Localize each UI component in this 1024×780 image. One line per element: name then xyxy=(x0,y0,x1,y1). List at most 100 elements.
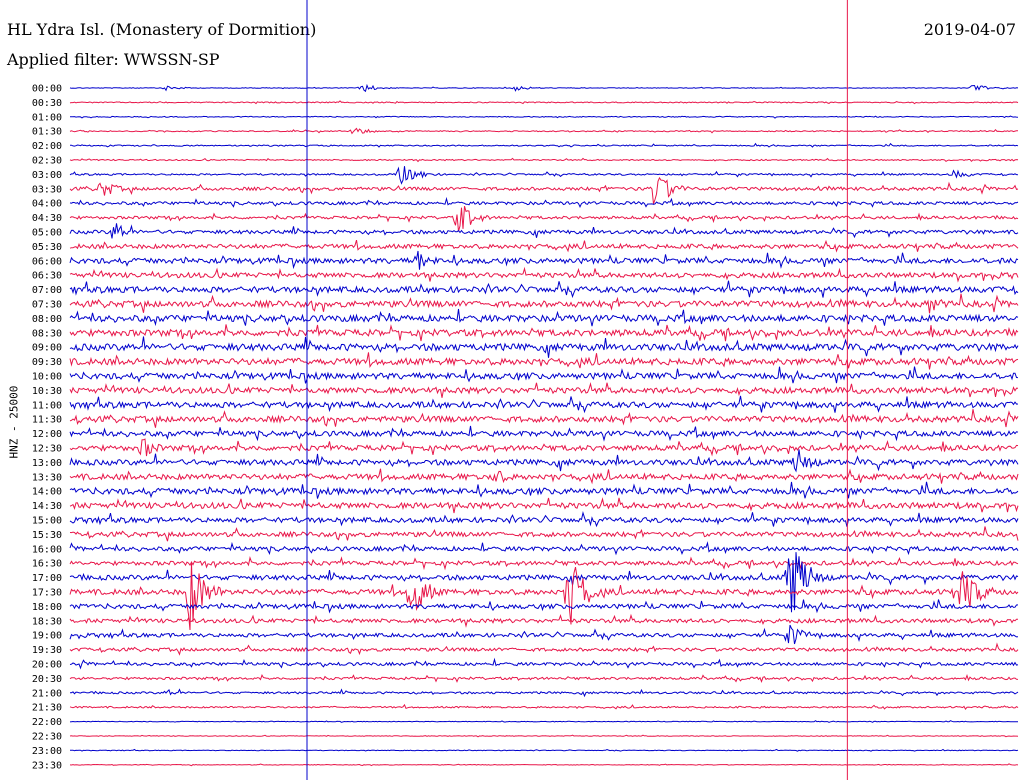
row-time-label: 20:00 xyxy=(32,660,62,671)
trace-row xyxy=(69,599,1019,614)
trace-row xyxy=(69,157,1019,163)
trace-row xyxy=(69,381,1019,398)
row-time-label: 02:00 xyxy=(32,141,62,152)
row-time-label: 04:30 xyxy=(32,213,62,224)
row-time-label: 17:00 xyxy=(32,573,62,584)
row-time-label: 21:00 xyxy=(32,688,62,699)
trace-row xyxy=(69,555,1019,571)
date-label: 2019-04-07 xyxy=(923,20,1016,39)
row-time-label: 08:00 xyxy=(32,314,62,325)
trace-row xyxy=(69,673,1019,684)
trace-row xyxy=(69,613,1018,628)
trace-row xyxy=(69,239,1019,253)
row-time-label: 19:00 xyxy=(32,631,62,642)
filter-subtitle: Applied filter: WWSSN-SP xyxy=(7,50,220,69)
row-time-label: 22:30 xyxy=(32,732,62,743)
row-time-label: 23:30 xyxy=(32,760,62,771)
row-time-label: 03:00 xyxy=(32,170,62,181)
row-time-label: 14:30 xyxy=(32,501,62,512)
row-time-label: 06:00 xyxy=(32,256,62,267)
trace-row xyxy=(69,526,1019,542)
trace-row xyxy=(69,308,1019,327)
trace-row xyxy=(69,497,1019,514)
row-time-label: 06:30 xyxy=(32,271,62,282)
row-time-label: 15:30 xyxy=(32,530,62,541)
row-time-label: 21:30 xyxy=(32,703,62,714)
trace-row xyxy=(69,438,1019,457)
trace-row xyxy=(69,166,1019,185)
trace-row xyxy=(69,734,1019,738)
row-time-label: 07:30 xyxy=(32,300,62,311)
row-time-label: 02:30 xyxy=(32,156,62,167)
row-time-label: 09:30 xyxy=(32,357,62,368)
row-time-label: 01:00 xyxy=(32,112,62,123)
row-time-label: 13:30 xyxy=(32,472,62,483)
trace-row xyxy=(69,409,1019,428)
trace-row xyxy=(69,176,1019,205)
row-time-label: 07:00 xyxy=(32,285,62,296)
row-time-label: 19:30 xyxy=(32,645,62,656)
trace-row xyxy=(69,205,1019,232)
trace-row xyxy=(69,395,1019,414)
row-time-label: 12:30 xyxy=(32,444,62,455)
trace-row xyxy=(69,468,1019,485)
row-time-label: 01:30 xyxy=(32,127,62,138)
trace-row xyxy=(69,366,1019,384)
trace-row xyxy=(69,657,1019,670)
row-time-label: 20:30 xyxy=(32,674,62,685)
trace-row xyxy=(69,763,1019,767)
row-time-label: 12:00 xyxy=(32,429,62,440)
trace-row xyxy=(69,127,1018,135)
row-time-label: 04:00 xyxy=(32,199,62,210)
trace-row xyxy=(69,552,1019,613)
trace-row xyxy=(70,115,1019,119)
row-time-label: 16:00 xyxy=(32,544,62,555)
row-time-label: 10:00 xyxy=(32,372,62,383)
row-time-label: 16:30 xyxy=(32,559,62,570)
trace-row xyxy=(69,293,1019,314)
row-time-label: 05:30 xyxy=(32,242,62,253)
trace-row xyxy=(69,481,1019,499)
trace-row xyxy=(69,280,1019,299)
trace-row xyxy=(69,336,1019,358)
row-time-label: 18:30 xyxy=(32,616,62,627)
trace-row xyxy=(69,196,1019,208)
trace-row xyxy=(69,688,1019,698)
row-time-label: 10:30 xyxy=(32,386,62,397)
row-time-label: 14:00 xyxy=(32,487,62,498)
trace-row xyxy=(69,624,1019,645)
trace-row xyxy=(69,449,1019,473)
row-time-label: 23:00 xyxy=(32,746,62,757)
trace-row xyxy=(69,83,1019,93)
row-time-label: 08:30 xyxy=(32,328,62,339)
trace-row xyxy=(70,748,1019,752)
row-time-label: 09:00 xyxy=(32,343,62,354)
row-time-label: 22:00 xyxy=(32,717,62,728)
row-time-label: 17:30 xyxy=(32,588,62,599)
trace-row xyxy=(69,142,1019,148)
trace-row xyxy=(69,541,1019,556)
trace-row xyxy=(69,250,1019,270)
row-time-label: 05:00 xyxy=(32,228,62,239)
row-time-label: 00:30 xyxy=(32,98,62,109)
row-time-label: 18:00 xyxy=(32,602,62,613)
row-time-label: 11:00 xyxy=(32,400,62,411)
row-time-label: 00:00 xyxy=(32,84,62,95)
chart-title: HL Ydra Isl. (Monastery of Dormition) xyxy=(7,20,317,39)
trace-row xyxy=(69,266,1019,283)
row-time-label: 11:30 xyxy=(32,415,62,426)
trace-row xyxy=(69,642,1019,656)
trace-row xyxy=(69,703,1019,710)
trace-row xyxy=(69,223,1019,239)
row-time-label: 15:00 xyxy=(32,516,62,527)
row-time-label: 03:30 xyxy=(32,184,62,195)
trace-row xyxy=(69,510,1019,528)
trace-row xyxy=(69,324,1019,342)
trace-row xyxy=(69,561,1019,631)
trace-row xyxy=(69,100,1019,105)
trace-row xyxy=(69,352,1019,370)
trace-row xyxy=(69,425,1019,442)
row-time-label: 13:00 xyxy=(32,458,62,469)
